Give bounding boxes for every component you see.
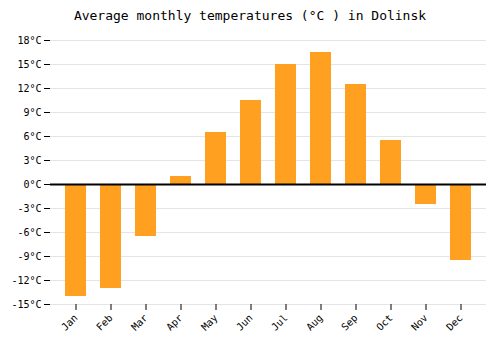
svg-text:15°C: 15°C: [17, 59, 41, 70]
svg-text:Aug: Aug: [304, 312, 325, 333]
svg-text:3°C: 3°C: [23, 155, 41, 166]
svg-text:Jul: Jul: [269, 312, 290, 333]
svg-text:12°C: 12°C: [17, 83, 41, 94]
svg-text:May: May: [199, 312, 220, 333]
svg-text:Jan: Jan: [59, 312, 80, 333]
svg-text:Apr: Apr: [164, 312, 185, 333]
svg-text:Mar: Mar: [129, 312, 150, 333]
svg-text:Feb: Feb: [94, 312, 115, 333]
svg-text:-3°C: -3°C: [17, 203, 41, 214]
svg-text:Nov: Nov: [409, 312, 430, 333]
svg-text:Dec: Dec: [444, 312, 465, 333]
svg-text:-12°C: -12°C: [11, 275, 41, 286]
svg-text:-6°C: -6°C: [17, 227, 41, 238]
svg-text:Sep: Sep: [339, 312, 360, 333]
svg-text:Oct: Oct: [374, 312, 395, 333]
svg-text:-9°C: -9°C: [17, 251, 41, 262]
svg-text:Jun: Jun: [234, 312, 255, 333]
svg-text:0°C: 0°C: [23, 179, 41, 190]
svg-text:9°C: 9°C: [23, 107, 41, 118]
svg-text:18°C: 18°C: [17, 35, 41, 46]
svg-text:6°C: 6°C: [23, 131, 41, 142]
svg-text:-15°C: -15°C: [11, 299, 41, 310]
html-text:Average monthly temperatures (: Average monthly temperatures (°C ) in Do…: [73, 8, 427, 23]
